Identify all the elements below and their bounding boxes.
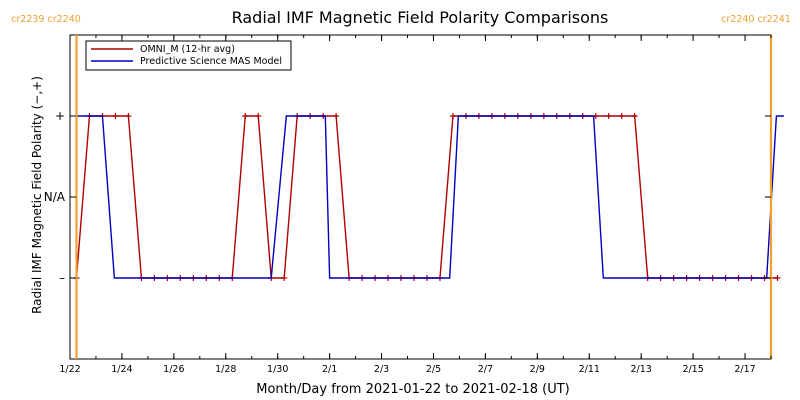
- x-tick-label: 2/7: [478, 364, 493, 375]
- x-tick-label: 2/15: [682, 364, 703, 375]
- plot-frame: [69, 34, 772, 360]
- x-tick-label: 1/22: [59, 364, 80, 375]
- x-tick-label: 2/3: [374, 364, 389, 375]
- legend: OMNI_M (12-hr avg) Predictive Science MA…: [85, 40, 292, 71]
- x-tick-label: 2/1: [322, 364, 337, 375]
- carrington-marker-label: cr2239 cr2240: [11, 14, 81, 25]
- omni-data-point: [605, 113, 612, 119]
- chart-title: Radial IMF Magnetic Field Polarity Compa…: [232, 8, 609, 27]
- omni-data-point: [242, 113, 249, 119]
- y-tick-label: –: [59, 271, 65, 285]
- carrington-marker-label: cr2240 cr2241: [721, 14, 791, 25]
- series-layer: [73, 113, 784, 281]
- omni-data-point: [333, 113, 340, 119]
- omni-data-point: [255, 113, 262, 119]
- x-tick-label: 2/13: [631, 364, 652, 375]
- omni-series-line: [75, 115, 778, 279]
- legend-label-mas: Predictive Science MAS Model: [140, 56, 282, 67]
- x-axis-label: Month/Day from 2021-01-22 to 2021-02-18 …: [256, 382, 569, 397]
- x-tick-label: 1/26: [163, 364, 184, 375]
- x-tick-label: 2/9: [530, 364, 545, 375]
- omni-data-point: [631, 113, 638, 119]
- x-tick-label: 1/28: [215, 364, 236, 375]
- omni-data-point: [125, 113, 132, 119]
- omni-data-point: [112, 113, 119, 119]
- omni-data-point: [618, 113, 625, 119]
- y-tick-label: N/A: [44, 190, 66, 204]
- x-tick-label: 2/17: [734, 364, 755, 375]
- mas-series-line: [76, 115, 784, 279]
- x-tick-label: 1/30: [267, 364, 288, 375]
- y-tick-label: +: [55, 109, 65, 123]
- y-axis-ticks: + N/A –: [44, 109, 771, 285]
- legend-box: [85, 40, 292, 71]
- legend-label-omni: OMNI_M (12-hr avg): [140, 44, 235, 55]
- x-tick-label: 1/24: [111, 364, 132, 375]
- x-tick-label: 2/11: [579, 364, 600, 375]
- omni-data-point: [281, 275, 288, 281]
- omni-data-point: [774, 275, 781, 281]
- x-axis-ticks: 1/22 1/24 1/26 1/28 1/30 2/1 2/3 2/5 2/7 2/9 2/11 2…: [59, 35, 772, 375]
- omni-data-point: [449, 113, 456, 119]
- y-axis-label: Radial IMF Magnetic Field Polarity (−,+): [30, 76, 44, 314]
- plot-area: [69, 34, 772, 360]
- x-tick-label: 2/5: [426, 364, 441, 375]
